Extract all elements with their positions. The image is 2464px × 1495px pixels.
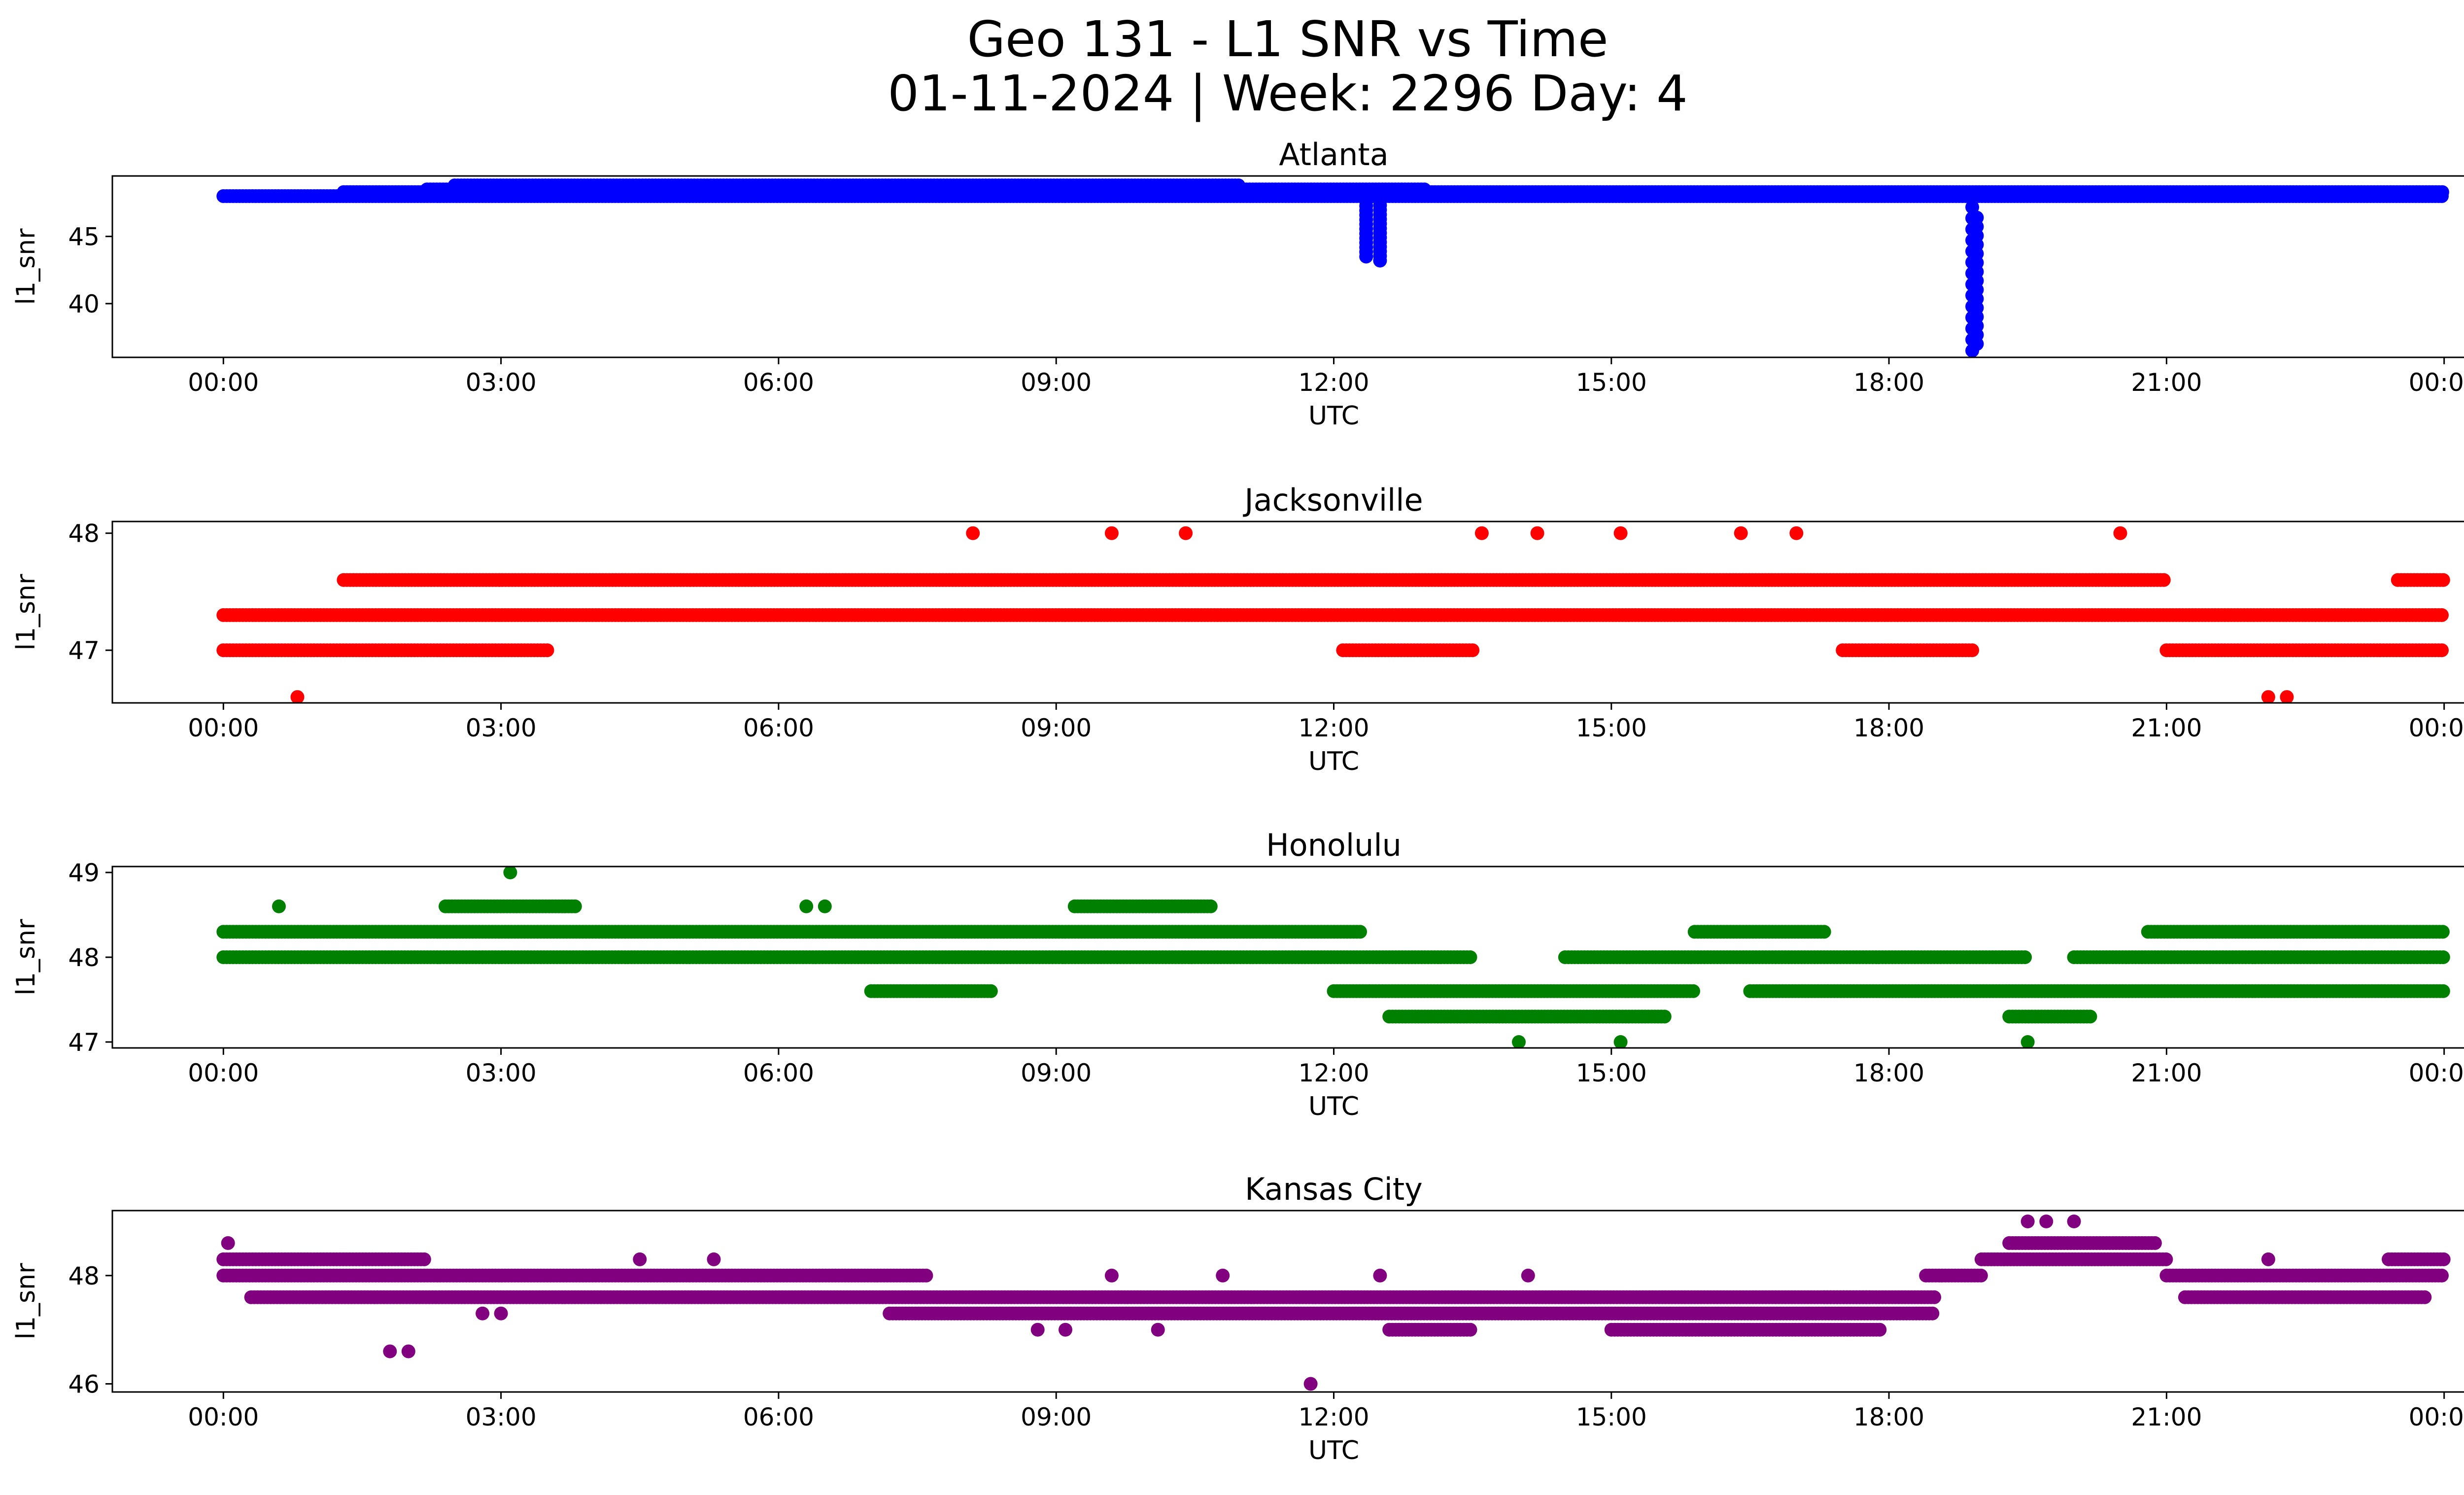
- data-point: [2018, 950, 2032, 964]
- data-point: [1817, 925, 1831, 939]
- series-points: [216, 526, 2450, 703]
- x-tick-label: 18:00: [1853, 714, 1924, 742]
- data-point: [1463, 950, 1477, 964]
- x-axis-label: UTC: [1308, 401, 1359, 431]
- x-tick-label: 15:00: [1576, 368, 1647, 397]
- data-point: [1359, 185, 1373, 199]
- x-tick-label: 00:00: [188, 368, 259, 397]
- series-points: [216, 867, 2450, 1048]
- data-point: [540, 643, 554, 658]
- x-tick-label: 21:00: [2131, 714, 2202, 742]
- data-point: [2280, 690, 2294, 703]
- data-point: [2113, 526, 2127, 540]
- x-tick-label: 12:00: [1298, 368, 1369, 397]
- x-tick-label: 00:00: [188, 714, 259, 742]
- x-tick-label: 15:00: [1576, 714, 1647, 742]
- data-point: [2435, 185, 2449, 199]
- x-tick-label: 00:00: [2409, 714, 2464, 742]
- data-point: [1104, 526, 1119, 540]
- y-axis-label: l1_snr: [11, 574, 41, 651]
- y-tick-label: 48: [68, 520, 100, 548]
- axes-frame: [111, 175, 2464, 358]
- data-point: [2435, 643, 2449, 658]
- x-tick-label: 06:00: [743, 714, 814, 742]
- data-point: [966, 526, 980, 540]
- figure-subtitle: 01-11-2024 | Week: 2296 Day: 4: [888, 65, 1688, 122]
- x-tick-label: 00:00: [2409, 368, 2464, 397]
- y-axis-label: l1_snr: [11, 228, 41, 305]
- data-point: [1466, 643, 1480, 658]
- data-point: [2435, 925, 2450, 939]
- y-tick-label: 45: [68, 223, 100, 251]
- subplot-0: Atlanta 00:00 03:00 06:00 09:00 12:00 15:00 18:…: [11, 137, 2464, 431]
- data-point: [1686, 984, 1700, 998]
- data-point: [1530, 526, 1544, 540]
- x-tick-label: 03:00: [466, 368, 537, 397]
- data-point: [1232, 178, 1246, 193]
- data-point: [1734, 526, 1748, 540]
- data-point: [2156, 573, 2171, 587]
- figure-title: Geo 131 - L1 SNR vs Time: [967, 10, 1608, 68]
- data-point: [1965, 643, 1980, 658]
- subplot-title: Honolulu: [1266, 827, 1402, 863]
- x-tick-label: 18:00: [1853, 368, 1924, 397]
- data-point: [1373, 189, 1387, 203]
- data-point: [1179, 526, 1193, 540]
- data-point: [1474, 526, 1489, 540]
- data-point: [1789, 526, 1804, 540]
- x-tick-label: 06:00: [743, 368, 814, 397]
- subplot-1: Jacksonville 00:00 03:00 06:00 09:00 12:00 15:…: [11, 482, 2464, 776]
- x-tick-label: 03:00: [466, 714, 537, 742]
- x-tick-label: 12:00: [1298, 714, 1369, 742]
- x-axis-label: UTC: [1308, 747, 1359, 776]
- data-point: [290, 690, 305, 703]
- subplot-title: Atlanta: [1279, 137, 1388, 173]
- data-point: [1353, 925, 1367, 939]
- y-tick-label: 47: [68, 636, 100, 665]
- data-point: [2435, 608, 2449, 622]
- data-point: [1965, 189, 1980, 203]
- data-point: [1417, 182, 1432, 197]
- y-tick-label: 40: [68, 290, 100, 318]
- subplot-title: Jacksonville: [1242, 482, 1423, 518]
- data-point: [1613, 526, 1628, 540]
- x-tick-label: 21:00: [2131, 368, 2202, 397]
- x-tick-label: 09:00: [1021, 368, 1092, 397]
- data-point: [2436, 573, 2450, 587]
- series-points: [216, 178, 2449, 357]
- data-point: [1970, 210, 1984, 225]
- data-point: [2261, 690, 2275, 703]
- x-tick-label: 09:00: [1021, 714, 1092, 742]
- data-point: [1965, 200, 1980, 214]
- data-point: [2436, 950, 2450, 964]
